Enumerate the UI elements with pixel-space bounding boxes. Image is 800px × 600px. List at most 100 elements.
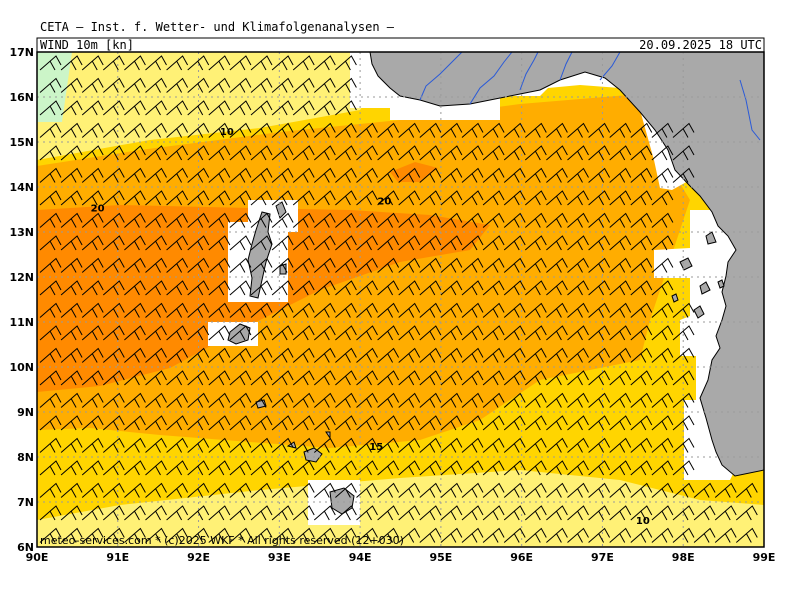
wind-barb [524, 505, 547, 521]
wind-barb [271, 370, 294, 386]
wind-barb [503, 212, 526, 228]
wind-barb [335, 280, 357, 296]
wind-barb [335, 505, 357, 521]
wind-barbs [39, 55, 758, 543]
wind-barb [335, 77, 357, 93]
wind-barb [60, 370, 83, 386]
wind-barb [630, 505, 653, 521]
wind-barb [567, 325, 589, 341]
wind-barb [145, 77, 167, 93]
lon-tick-label: 93E [268, 551, 291, 564]
wind-barb [102, 55, 125, 71]
wind-barb [229, 392, 252, 408]
wind-barb [398, 145, 421, 161]
wind-barb [461, 235, 484, 251]
wind-barb [524, 190, 547, 206]
axis-labels: 90E 91E 92E 93E 94E 95E 96E 97E 98E 99E6N7N8N9N10… [9, 46, 775, 564]
wind-barb [398, 437, 421, 453]
wind-barb [292, 527, 315, 543]
rivers [419, 52, 761, 141]
wind-barb [102, 122, 125, 138]
wind-barb [313, 460, 336, 476]
wind-barb [503, 145, 526, 161]
wind-barb [124, 257, 146, 273]
wind-barb [292, 145, 315, 161]
wind-barb [124, 370, 146, 386]
wind-barb [356, 145, 378, 161]
wind-barb [166, 505, 189, 521]
wind-barb [546, 257, 568, 273]
wind-barb [546, 437, 568, 453]
wind-barb [377, 392, 400, 408]
wind-barb [60, 212, 83, 228]
wind-barb [440, 167, 463, 183]
wind-barb [145, 437, 167, 453]
wind-barb [39, 55, 62, 71]
wind-barb [609, 347, 632, 363]
wind-barb [503, 302, 526, 318]
andaman-islet-a [275, 201, 287, 219]
wind-barb [398, 257, 421, 273]
wind-barb [440, 257, 463, 273]
wind-barb [187, 100, 210, 116]
wind-barb [229, 482, 252, 498]
wind-barb [60, 257, 83, 273]
wind-barb [524, 257, 547, 273]
wind-barb [482, 415, 505, 431]
wind-barb [630, 527, 653, 543]
wind-barb [482, 302, 505, 318]
wind-barb [651, 460, 674, 476]
wind-barb [335, 190, 357, 206]
wind-barb [208, 527, 231, 543]
wind-barb [292, 77, 315, 93]
wind-barb [567, 122, 589, 138]
wind-barb [208, 460, 231, 476]
wind-barb [335, 235, 357, 251]
wind-barb [461, 347, 484, 363]
wind-barb [461, 257, 484, 273]
wind-barb [81, 392, 104, 408]
wind-barb [567, 527, 589, 543]
wind-barb [250, 122, 273, 138]
wind-barb [60, 347, 83, 363]
wind-barb [39, 190, 62, 206]
wind-barb [102, 325, 125, 341]
wind-barb [609, 257, 632, 273]
wind-barb [546, 235, 568, 251]
wind-barb [60, 302, 83, 318]
wind-barb [166, 167, 189, 183]
wind-barb [567, 280, 589, 296]
wind-barb [187, 190, 210, 206]
wind-barb [482, 460, 505, 476]
wind-barb [672, 482, 695, 498]
wind-barb [482, 325, 505, 341]
wind-barb [145, 257, 167, 273]
wind-barb [229, 370, 252, 386]
wind-barb [271, 145, 294, 161]
wind-barb [377, 325, 400, 341]
wind-barb [672, 415, 695, 431]
wind-barb [356, 460, 378, 476]
wind-barb [630, 145, 653, 161]
wind-barb [567, 235, 589, 251]
wind-barb [102, 167, 125, 183]
wind-barb [292, 257, 315, 273]
wind-barb [567, 167, 589, 183]
wind-barb [377, 167, 400, 183]
wind-barb [588, 392, 611, 408]
wind-barb [377, 437, 400, 453]
wind-barb [81, 415, 104, 431]
wind-barb [398, 505, 421, 521]
wind-barb [440, 460, 463, 476]
wind-barb [145, 212, 167, 228]
wind-barb [356, 212, 378, 228]
wind-barb [377, 212, 400, 228]
wind-barb [335, 212, 357, 228]
wind-barb [271, 212, 294, 228]
wind-barb [335, 460, 357, 476]
wind-barb [208, 190, 231, 206]
wind-barb [419, 257, 442, 273]
wind-barb [187, 527, 210, 543]
wind-barb [524, 280, 547, 296]
wind-barb [503, 392, 526, 408]
